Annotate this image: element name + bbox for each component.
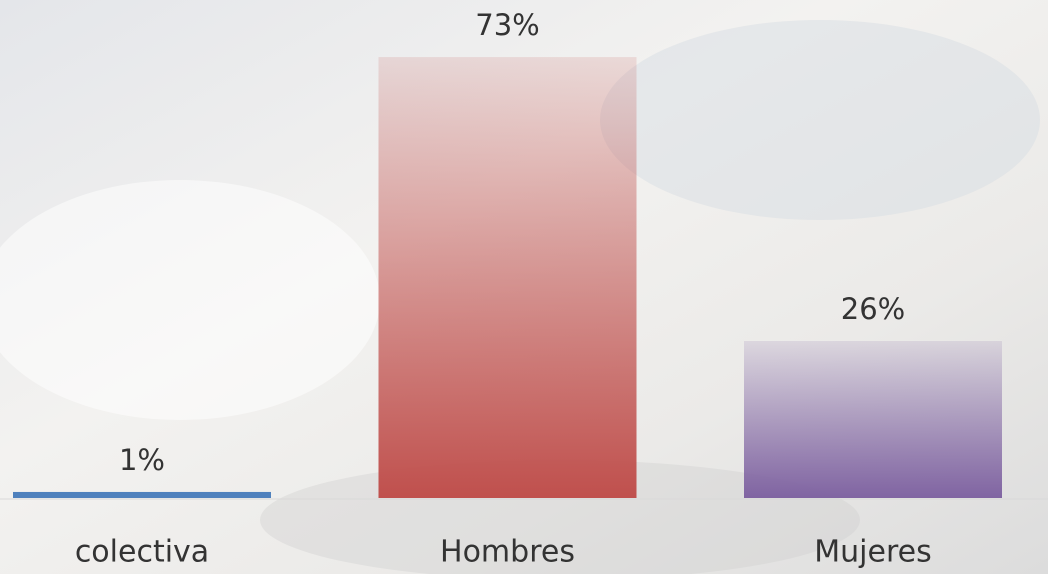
bar [744,341,1002,498]
background-shape [600,20,1040,220]
value-label: 26% [841,292,905,326]
x-tick-label: colectiva [75,535,209,570]
value-label: 1% [119,443,165,477]
page: 1%colectiva73%Hombres26%Mujeres (() => {… [0,0,1048,574]
x-tick-label: Mujeres [814,535,931,570]
bar [379,57,637,498]
x-tick-label: Hombres [440,535,575,570]
bar [13,492,271,498]
value-label: 73% [475,8,539,42]
chart: 1% colectiva 73% Hombres 26% Mujeres [0,0,1048,574]
